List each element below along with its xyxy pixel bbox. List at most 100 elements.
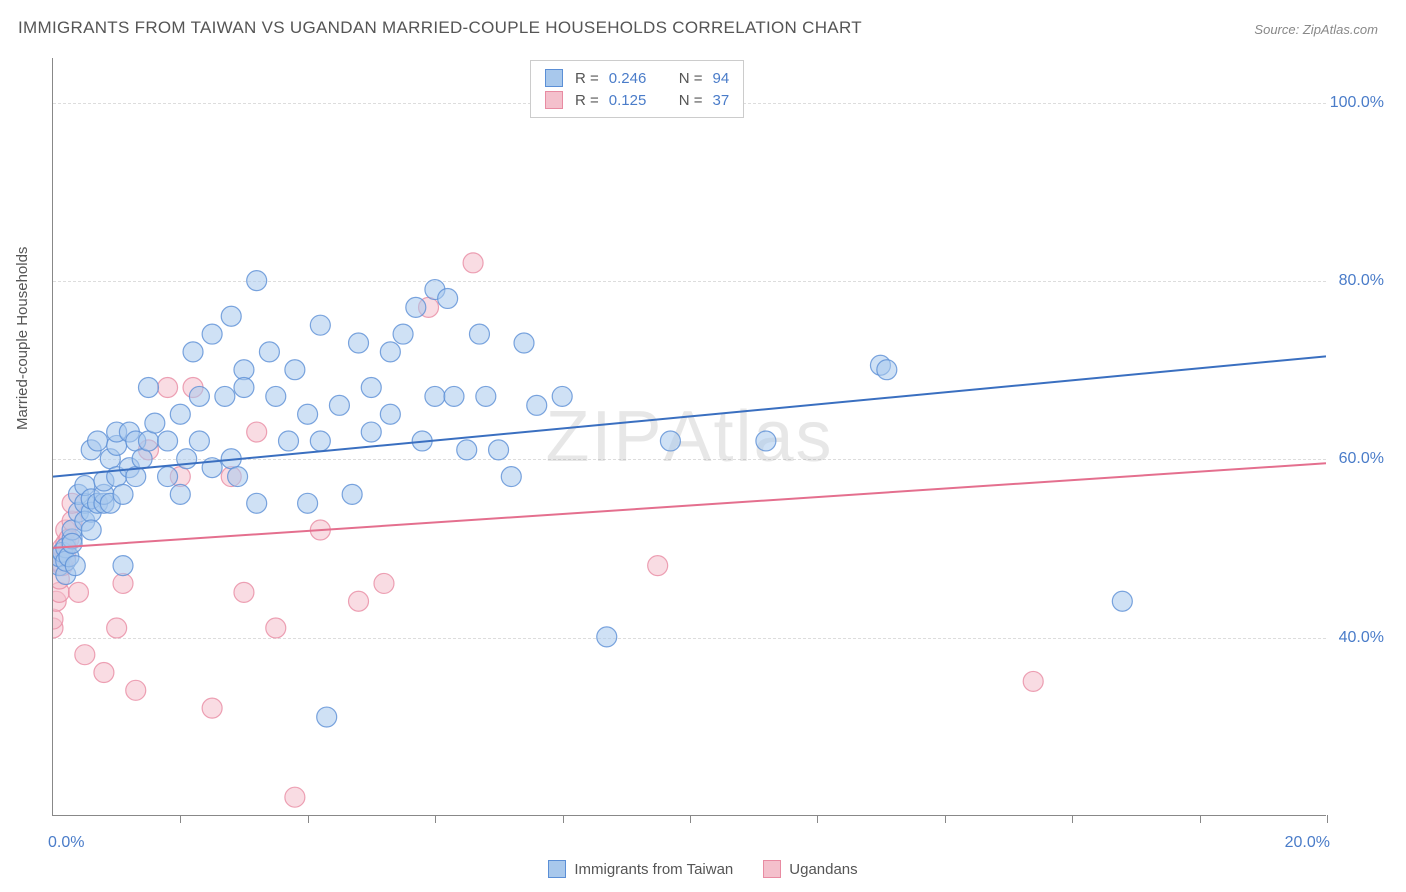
data-point: [215, 386, 235, 406]
data-point: [406, 297, 426, 317]
legend-series: Immigrants from Taiwan Ugandans: [0, 860, 1406, 878]
data-point: [285, 787, 305, 807]
source-label: Source:: [1254, 22, 1299, 37]
data-point: [259, 342, 279, 362]
n-label-2: N =: [679, 92, 703, 109]
xtick-mark: [563, 815, 564, 823]
source-attribution: Source: ZipAtlas.com: [1254, 22, 1378, 37]
xtick-mark: [817, 815, 818, 823]
data-point: [349, 591, 369, 611]
data-point: [514, 333, 534, 353]
data-point: [1023, 671, 1043, 691]
legend-stats-row-1: R = 0.246 N = 94: [545, 67, 729, 89]
xtick-mark: [1200, 815, 1201, 823]
data-point: [202, 324, 222, 344]
ytick-60: 60.0%: [1339, 450, 1384, 468]
legend-label-1: Immigrants from Taiwan: [574, 861, 733, 878]
legend-label-2: Ugandans: [789, 861, 857, 878]
data-point: [380, 342, 400, 362]
data-point: [158, 467, 178, 487]
data-point: [660, 431, 680, 451]
data-point: [310, 315, 330, 335]
legend-stats: R = 0.246 N = 94 R = 0.125 N = 37: [530, 60, 744, 118]
chart-svg: [53, 58, 1326, 815]
data-point: [234, 582, 254, 602]
data-point: [107, 618, 127, 638]
data-point: [329, 395, 349, 415]
n-value-2: 37: [713, 92, 730, 109]
data-point: [62, 533, 82, 553]
data-point: [1112, 591, 1132, 611]
n-label-1: N =: [679, 70, 703, 87]
data-point: [298, 493, 318, 513]
y-axis-label: Married-couple Households: [14, 247, 31, 430]
xtick-0: 0.0%: [48, 834, 84, 852]
data-point: [648, 556, 668, 576]
data-point: [94, 663, 114, 683]
data-point: [317, 707, 337, 727]
data-point: [279, 431, 299, 451]
r-value-2: 0.125: [609, 92, 659, 109]
data-point: [113, 573, 133, 593]
data-point: [189, 431, 209, 451]
data-point: [189, 386, 209, 406]
r-label-2: R =: [575, 92, 599, 109]
swatch-blue-bottom: [548, 860, 566, 878]
plot-area: ZIPAtlas: [52, 58, 1326, 816]
data-point: [183, 342, 203, 362]
swatch-pink: [545, 91, 563, 109]
data-point: [501, 467, 521, 487]
data-point: [349, 333, 369, 353]
data-point: [170, 404, 190, 424]
r-label-1: R =: [575, 70, 599, 87]
n-value-1: 94: [713, 70, 730, 87]
xtick-20: 20.0%: [1285, 834, 1330, 852]
data-point: [170, 484, 190, 504]
data-point: [342, 484, 362, 504]
data-point: [310, 431, 330, 451]
data-point: [489, 440, 509, 460]
ytick-40: 40.0%: [1339, 629, 1384, 647]
data-point: [88, 431, 108, 451]
data-point: [126, 680, 146, 700]
data-point: [202, 698, 222, 718]
data-point: [527, 395, 547, 415]
data-point: [228, 467, 248, 487]
swatch-blue: [545, 69, 563, 87]
data-point: [438, 288, 458, 308]
data-point: [68, 582, 88, 602]
ytick-100: 100.0%: [1330, 94, 1384, 112]
data-point: [81, 520, 101, 540]
data-point: [877, 360, 897, 380]
data-point: [361, 378, 381, 398]
data-point: [476, 386, 496, 406]
data-point: [113, 556, 133, 576]
data-point: [463, 253, 483, 273]
data-point: [247, 271, 267, 291]
data-point: [266, 386, 286, 406]
data-point: [298, 404, 318, 424]
swatch-pink-bottom: [763, 860, 781, 878]
data-point: [393, 324, 413, 344]
xtick-mark: [180, 815, 181, 823]
xtick-mark: [1327, 815, 1328, 823]
data-point: [756, 431, 776, 451]
xtick-mark: [690, 815, 691, 823]
data-point: [158, 378, 178, 398]
data-point: [177, 449, 197, 469]
data-point: [469, 324, 489, 344]
data-point: [234, 360, 254, 380]
xtick-mark: [435, 815, 436, 823]
data-point: [75, 645, 95, 665]
data-point: [113, 484, 133, 504]
data-point: [132, 449, 152, 469]
data-point: [234, 378, 254, 398]
legend-stats-row-2: R = 0.125 N = 37: [545, 89, 729, 111]
data-point: [457, 440, 477, 460]
data-point: [266, 618, 286, 638]
data-point: [374, 573, 394, 593]
r-value-1: 0.246: [609, 70, 659, 87]
legend-item-2: Ugandans: [763, 860, 857, 878]
data-point: [138, 431, 158, 451]
data-point: [380, 404, 400, 424]
